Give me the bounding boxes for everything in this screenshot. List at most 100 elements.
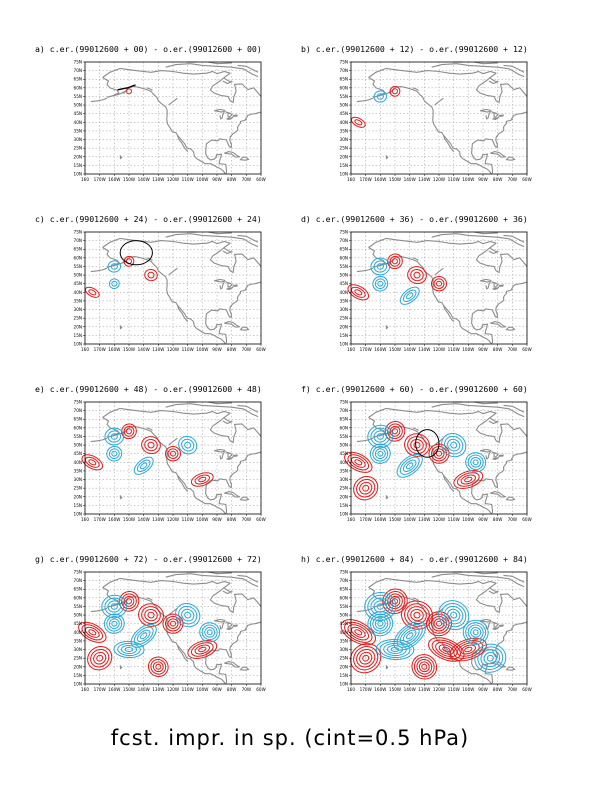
lon-tick-label: 90W bbox=[212, 517, 221, 522]
lat-tick-label: 30N bbox=[74, 137, 82, 142]
lon-tick-label: 120W bbox=[167, 347, 179, 352]
lon-tick-label: 160 bbox=[81, 687, 89, 692]
lon-tick-label: 60W bbox=[522, 177, 531, 182]
map-panel-f: f) c.er.(99012600 + 60) - o.er.(99012600… bbox=[301, 384, 532, 522]
lat-tick-label: 25N bbox=[340, 656, 348, 661]
coastline bbox=[90, 571, 262, 685]
lat-tick-label: 70N bbox=[340, 578, 348, 583]
lon-tick-label: 160 bbox=[347, 517, 355, 522]
lat-tick-label: 20N bbox=[340, 324, 348, 329]
lon-tick-label: 150W bbox=[123, 347, 135, 352]
lon-tick-label: 110W bbox=[448, 347, 460, 352]
lat-tick-label: 45N bbox=[74, 111, 82, 116]
lat-tick-label: 55N bbox=[340, 604, 348, 609]
lon-tick-label: 160W bbox=[374, 347, 386, 352]
lat-tick-label: 65N bbox=[340, 417, 348, 422]
lat-tick-label: 35N bbox=[74, 298, 82, 303]
lon-tick-label: 80W bbox=[493, 177, 502, 182]
lat-tick-label: 55N bbox=[340, 94, 348, 99]
lon-tick-label: 140W bbox=[138, 347, 150, 352]
lat-tick-label: 25N bbox=[340, 146, 348, 151]
lon-tick-label: 90W bbox=[478, 517, 487, 522]
lat-tick-label: 65N bbox=[74, 417, 82, 422]
lat-tick-label: 65N bbox=[340, 77, 348, 82]
lon-tick-label: 120W bbox=[167, 687, 179, 692]
lon-tick-label: 160W bbox=[108, 687, 120, 692]
lat-tick-label: 65N bbox=[340, 247, 348, 252]
lat-tick-label: 20N bbox=[340, 154, 348, 159]
lon-tick-label: 120W bbox=[167, 517, 179, 522]
lon-tick-label: 160W bbox=[108, 177, 120, 182]
lat-tick-label: 25N bbox=[340, 316, 348, 321]
lon-tick-label: 100W bbox=[196, 517, 208, 522]
lon-tick-label: 110W bbox=[182, 177, 194, 182]
lon-tick-label: 170W bbox=[360, 687, 372, 692]
lat-tick-label: 70N bbox=[74, 68, 82, 73]
lon-tick-label: 100W bbox=[196, 177, 208, 182]
coastline bbox=[356, 231, 528, 345]
lat-tick-label: 50N bbox=[340, 273, 348, 278]
lat-tick-label: 30N bbox=[340, 307, 348, 312]
lat-tick-label: 75N bbox=[74, 400, 82, 405]
lat-tick-label: 20N bbox=[74, 324, 82, 329]
map-panel-h: h) c.er.(99012600 + 84) - o.er.(99012600… bbox=[301, 554, 532, 692]
lat-tick-label: 50N bbox=[74, 103, 82, 108]
lon-tick-label: 80W bbox=[227, 687, 236, 692]
difference-contours bbox=[84, 255, 158, 298]
map-panel-e: e) c.er.(99012600 + 48) - o.er.(99012600… bbox=[35, 384, 266, 522]
lon-tick-label: 80W bbox=[493, 347, 502, 352]
lat-tick-label: 65N bbox=[74, 77, 82, 82]
lat-tick-label: 45N bbox=[74, 621, 82, 626]
lon-tick-label: 110W bbox=[448, 687, 460, 692]
lat-tick-label: 20N bbox=[340, 494, 348, 499]
lat-tick-label: 60N bbox=[74, 255, 82, 260]
lon-tick-label: 100W bbox=[462, 177, 474, 182]
lat-tick-label: 15N bbox=[340, 673, 348, 678]
lon-tick-label: 100W bbox=[462, 687, 474, 692]
lat-tick-label: 75N bbox=[340, 570, 348, 575]
lat-tick-label: 55N bbox=[340, 434, 348, 439]
lat-tick-label: 70N bbox=[340, 238, 348, 243]
lon-tick-label: 70W bbox=[242, 687, 251, 692]
lat-tick-label: 70N bbox=[340, 408, 348, 413]
lon-tick-label: 90W bbox=[212, 177, 221, 182]
lon-tick-label: 100W bbox=[462, 517, 474, 522]
lat-tick-label: 20N bbox=[74, 664, 82, 669]
panel-title-e: e) c.er.(99012600 + 48) - o.er.(99012600… bbox=[35, 384, 262, 394]
panel-title-g: g) c.er.(99012600 + 72) - o.er.(99012600… bbox=[35, 554, 262, 564]
lon-tick-label: 70W bbox=[242, 517, 251, 522]
lat-tick-label: 40N bbox=[340, 290, 348, 295]
map-panel-g: g) c.er.(99012600 + 72) - o.er.(99012600… bbox=[35, 554, 266, 692]
lon-tick-label: 110W bbox=[182, 687, 194, 692]
panel-title-a: a) c.er.(99012600 + 00) - o.er.(99012600… bbox=[35, 44, 262, 54]
lat-tick-label: 45N bbox=[74, 451, 82, 456]
lat-tick-label: 25N bbox=[74, 316, 82, 321]
lon-tick-label: 130W bbox=[418, 687, 430, 692]
lon-tick-label: 80W bbox=[227, 517, 236, 522]
lat-tick-label: 10N bbox=[340, 512, 348, 517]
lon-tick-label: 70W bbox=[508, 347, 517, 352]
lon-tick-label: 120W bbox=[167, 177, 179, 182]
lat-tick-label: 50N bbox=[74, 443, 82, 448]
lat-tick-label: 10N bbox=[340, 172, 348, 177]
lon-tick-label: 160 bbox=[81, 517, 89, 522]
panel-title-f: f) c.er.(99012600 + 60) - o.er.(99012600… bbox=[301, 384, 528, 394]
lat-tick-label: 20N bbox=[74, 154, 82, 159]
lat-tick-label: 35N bbox=[340, 638, 348, 643]
lon-tick-label: 150W bbox=[123, 517, 135, 522]
lat-tick-label: 60N bbox=[74, 595, 82, 600]
panel-title-b: b) c.er.(99012600 + 12) - o.er.(99012600… bbox=[301, 44, 528, 54]
lon-tick-label: 170W bbox=[94, 177, 106, 182]
lat-tick-label: 25N bbox=[74, 656, 82, 661]
lon-tick-label: 130W bbox=[418, 517, 430, 522]
lon-tick-label: 110W bbox=[448, 517, 460, 522]
lon-tick-label: 80W bbox=[227, 347, 236, 352]
lat-tick-label: 20N bbox=[74, 494, 82, 499]
lon-tick-label: 120W bbox=[433, 517, 445, 522]
lat-tick-label: 50N bbox=[74, 613, 82, 618]
lon-tick-label: 140W bbox=[404, 347, 416, 352]
lat-tick-label: 60N bbox=[74, 85, 82, 90]
lat-tick-label: 75N bbox=[74, 230, 82, 235]
lat-tick-label: 75N bbox=[74, 60, 82, 65]
